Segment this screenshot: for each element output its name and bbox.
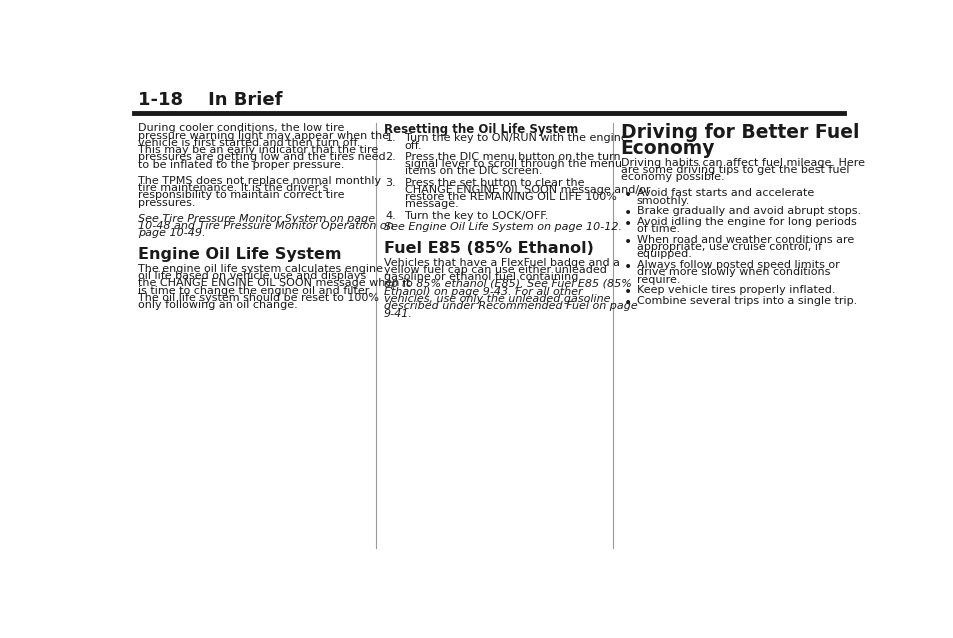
Text: up to 85% ethanol (E85). See Fuel E85 (85%: up to 85% ethanol (E85). See Fuel E85 (8… [383, 279, 631, 290]
Text: signal lever to scroll through the menu: signal lever to scroll through the menu [404, 160, 621, 169]
Text: See Tire Pressure Monitor System on page: See Tire Pressure Monitor System on page [137, 214, 375, 224]
Text: The TPMS does not replace normal monthly: The TPMS does not replace normal monthly [137, 175, 380, 186]
Text: Resetting the Oil Life System: Resetting the Oil Life System [383, 123, 578, 137]
Text: tire maintenance. It is the driver’s: tire maintenance. It is the driver’s [137, 183, 328, 193]
Text: 4.: 4. [385, 211, 395, 221]
Text: 1-18    In Brief: 1-18 In Brief [137, 91, 282, 110]
Text: 10-48 and Tire Pressure Monitor Operation on: 10-48 and Tire Pressure Monitor Operatio… [137, 221, 393, 231]
Text: vehicles, use only the unleaded gasoline: vehicles, use only the unleaded gasoline [383, 294, 610, 304]
Text: 3.: 3. [385, 177, 395, 188]
Text: •: • [623, 260, 631, 274]
Text: pressures.: pressures. [137, 198, 195, 207]
Text: described under Recommended Fuel on page: described under Recommended Fuel on page [383, 301, 637, 311]
Text: Press the DIC menu button on the turn: Press the DIC menu button on the turn [404, 152, 619, 162]
Text: 1.: 1. [385, 133, 395, 144]
Text: •: • [623, 235, 631, 249]
Text: of time.: of time. [637, 224, 679, 234]
Text: items on the DIC screen.: items on the DIC screen. [404, 167, 541, 177]
Text: economy possible.: economy possible. [619, 172, 723, 182]
Text: Fuel E85 (85% Ethanol): Fuel E85 (85% Ethanol) [383, 241, 593, 256]
Text: CHANGE ENGINE OIL SOON message and/or: CHANGE ENGINE OIL SOON message and/or [404, 185, 649, 195]
Text: off.: off. [404, 141, 422, 151]
Text: are some driving tips to get the best fuel: are some driving tips to get the best fu… [619, 165, 848, 175]
Text: •: • [623, 188, 631, 202]
Text: Combine several trips into a single trip.: Combine several trips into a single trip… [637, 296, 856, 306]
Text: Economy: Economy [619, 139, 715, 158]
Text: yellow fuel cap can use either unleaded: yellow fuel cap can use either unleaded [383, 265, 606, 275]
Text: Always follow posted speed limits or: Always follow posted speed limits or [637, 260, 839, 270]
Text: require.: require. [637, 275, 679, 285]
Text: drive more slowly when conditions: drive more slowly when conditions [637, 267, 829, 278]
Text: Avoid idling the engine for long periods: Avoid idling the engine for long periods [637, 217, 856, 227]
Text: 2.: 2. [385, 152, 395, 162]
Text: to be inflated to the proper pressure.: to be inflated to the proper pressure. [137, 160, 344, 170]
Text: •: • [623, 285, 631, 299]
Text: appropriate, use cruise control, if: appropriate, use cruise control, if [637, 242, 821, 252]
Text: only following an oil change.: only following an oil change. [137, 300, 297, 310]
Text: Keep vehicle tires properly inflated.: Keep vehicle tires properly inflated. [637, 285, 835, 295]
Text: gasoline or ethanol fuel containing: gasoline or ethanol fuel containing [383, 272, 578, 282]
Text: The oil life system should be reset to 100%: The oil life system should be reset to 1… [137, 293, 378, 303]
Text: •: • [623, 206, 631, 220]
Text: Avoid fast starts and accelerate: Avoid fast starts and accelerate [637, 188, 813, 198]
Text: oil life based on vehicle use and displays: oil life based on vehicle use and displa… [137, 271, 366, 281]
Text: Press the set button to clear the: Press the set button to clear the [404, 177, 583, 188]
Text: Brake gradually and avoid abrupt stops.: Brake gradually and avoid abrupt stops. [637, 206, 860, 216]
Text: responsibility to maintain correct tire: responsibility to maintain correct tire [137, 190, 344, 200]
Text: Turn the key to ON/RUN with the engine: Turn the key to ON/RUN with the engine [404, 133, 627, 144]
Text: When road and weather conditions are: When road and weather conditions are [637, 235, 853, 245]
Text: •: • [623, 296, 631, 310]
Text: the CHANGE ENGINE OIL SOON message when it: the CHANGE ENGINE OIL SOON message when … [137, 278, 410, 288]
Text: page 10-49.: page 10-49. [137, 228, 205, 238]
Text: Driving habits can affect fuel mileage. Here: Driving habits can affect fuel mileage. … [619, 158, 863, 168]
Text: vehicle is first started and then turn off.: vehicle is first started and then turn o… [137, 138, 359, 148]
Text: During cooler conditions, the low tire: During cooler conditions, the low tire [137, 123, 344, 133]
Text: Driving for Better Fuel: Driving for Better Fuel [619, 123, 858, 142]
Text: pressures are getting low and the tires need: pressures are getting low and the tires … [137, 152, 385, 162]
Text: Vehicles that have a FlexFuel badge and a: Vehicles that have a FlexFuel badge and … [383, 258, 619, 267]
Text: is time to change the engine oil and filter.: is time to change the engine oil and fil… [137, 286, 372, 296]
Text: This may be an early indicator that the tire: This may be an early indicator that the … [137, 145, 377, 155]
Text: 9-41.: 9-41. [383, 309, 413, 318]
Text: •: • [623, 217, 631, 231]
Text: message.: message. [404, 200, 457, 209]
Text: Engine Oil Life System: Engine Oil Life System [137, 247, 341, 262]
Text: equipped.: equipped. [637, 249, 692, 260]
Text: See Engine Oil Life System on page 10-12.: See Engine Oil Life System on page 10-12… [383, 222, 621, 232]
Text: Turn the key to LOCK/OFF.: Turn the key to LOCK/OFF. [404, 211, 548, 221]
Text: smoothly.: smoothly. [637, 195, 689, 205]
Text: restore the REMAINING OIL LIFE 100%: restore the REMAINING OIL LIFE 100% [404, 192, 616, 202]
Text: Ethanol) on page 9-43. For all other: Ethanol) on page 9-43. For all other [383, 286, 582, 297]
Text: pressure warning light may appear when the: pressure warning light may appear when t… [137, 131, 389, 140]
Text: The engine oil life system calculates engine: The engine oil life system calculates en… [137, 264, 382, 274]
